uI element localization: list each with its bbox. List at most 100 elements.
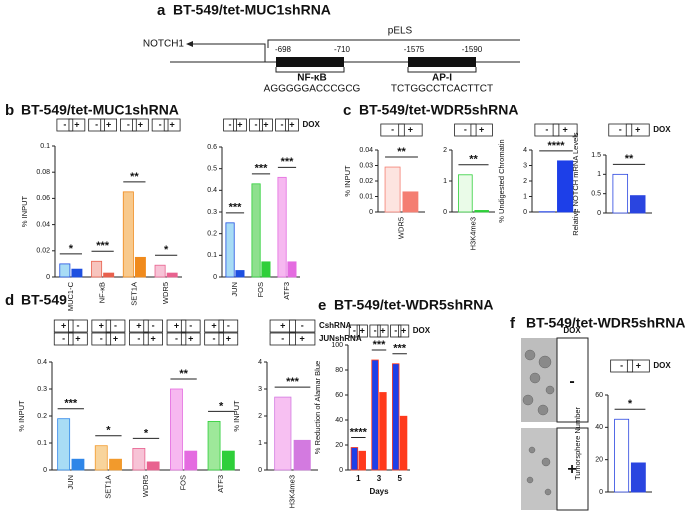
header-cell bbox=[166, 319, 187, 333]
header-label: JUNshRNA bbox=[319, 334, 362, 343]
y-tick-label: 0.2 bbox=[207, 231, 217, 238]
header-sign: + bbox=[263, 119, 268, 129]
y-tick-label: 0.6 bbox=[207, 144, 217, 151]
y-tick-label: 4 bbox=[258, 359, 262, 366]
header-sign: - bbox=[281, 119, 284, 129]
y-tick-label: 20 bbox=[595, 457, 603, 464]
bar bbox=[225, 222, 235, 278]
bar bbox=[358, 450, 366, 471]
y-tick-label: 0.04 bbox=[359, 147, 373, 154]
sig-label: ** bbox=[397, 146, 406, 158]
bar bbox=[261, 261, 271, 278]
header-sign: - bbox=[229, 119, 232, 129]
x-tick-label: FOS bbox=[256, 282, 265, 297]
site-sequence: TCTGGCCTCACTTCT bbox=[391, 84, 493, 95]
header-sign: - bbox=[100, 333, 103, 343]
sig-label: *** bbox=[229, 202, 243, 214]
header-cell bbox=[348, 324, 360, 338]
sig-label: ** bbox=[179, 368, 188, 380]
y-tick-label: 60 bbox=[335, 392, 343, 399]
header-sign: + bbox=[211, 320, 216, 330]
y-tick-label: 1 bbox=[523, 193, 527, 200]
x-tick-label: SET1A bbox=[129, 282, 138, 306]
header-sign: - bbox=[620, 360, 623, 370]
tss-arrow bbox=[192, 43, 266, 62]
bar bbox=[287, 261, 297, 278]
bar bbox=[379, 392, 387, 471]
y-axis-label: % Reduction of Alamar Blue bbox=[313, 361, 322, 454]
bar-chart: 0 1 2 ** H3K4me3 - + bbox=[443, 123, 495, 250]
bar bbox=[235, 270, 245, 278]
bar bbox=[132, 447, 146, 471]
header-cell bbox=[626, 359, 650, 373]
y-tick-label: 0.02 bbox=[359, 178, 373, 185]
header-cell bbox=[204, 319, 224, 333]
bar bbox=[293, 439, 311, 471]
header-sign: - bbox=[137, 333, 140, 343]
header-cell bbox=[398, 123, 423, 137]
bar bbox=[122, 191, 134, 278]
bar bbox=[402, 191, 419, 213]
header-sign: + bbox=[113, 333, 118, 343]
y-axis-label: % Undigested Chromatin bbox=[497, 139, 506, 222]
y-tick-label: 0.02 bbox=[36, 248, 50, 255]
header-cell bbox=[143, 319, 163, 333]
header-sign: + bbox=[138, 119, 143, 129]
bar-chart: 0 20 40 60 80 100 % Reduction of Alamar Blue Da… bbox=[313, 324, 431, 496]
header-cell bbox=[259, 118, 273, 132]
x-tick-label: ATF3 bbox=[282, 282, 291, 300]
site-name: AP-I bbox=[432, 73, 452, 84]
x-tick-label: ATF3 bbox=[216, 475, 225, 493]
header-sign: + bbox=[300, 333, 305, 343]
header-sign: - bbox=[281, 333, 284, 343]
y-tick-label: 1 bbox=[258, 440, 262, 447]
header-sign: - bbox=[62, 333, 65, 343]
header-cell bbox=[356, 324, 368, 338]
bar bbox=[166, 272, 178, 278]
y-tick-label: 0 bbox=[339, 467, 343, 474]
header-cell bbox=[610, 359, 634, 373]
header-cell bbox=[166, 332, 187, 346]
x-tick-label: WDR5 bbox=[396, 217, 405, 239]
header-sign: + bbox=[136, 320, 141, 330]
header-sign: + bbox=[636, 360, 641, 370]
sig-label: * bbox=[106, 425, 111, 437]
header-cell bbox=[552, 123, 578, 137]
y-tick-label: 0.2 bbox=[37, 413, 47, 420]
header-sign: + bbox=[106, 119, 111, 129]
header-cell bbox=[470, 123, 493, 137]
bar bbox=[557, 160, 574, 213]
bar bbox=[109, 458, 122, 471]
bar bbox=[614, 418, 630, 493]
panel-title: BT-549/tet-WDR5shRNA bbox=[359, 102, 518, 118]
header-cell bbox=[68, 319, 88, 333]
panel-title: BT-549/tet-WDR5shRNA bbox=[334, 297, 493, 313]
header-sign: + bbox=[479, 124, 484, 134]
y-tick-label: 60 bbox=[595, 392, 603, 399]
header-sign: + bbox=[360, 325, 365, 335]
header-sign: - bbox=[95, 119, 98, 129]
bar bbox=[207, 420, 221, 471]
sig-label: **** bbox=[350, 426, 368, 438]
site-end: -710 bbox=[334, 45, 351, 54]
panel-title: BT-549/tet-WDR5shRNA bbox=[526, 315, 685, 331]
header-sign: + bbox=[380, 325, 385, 335]
bar-chart: 0 20 40 60 Tumorsphere Number * - + DOX bbox=[573, 359, 671, 496]
y-tick-label: 1 bbox=[443, 178, 447, 185]
header-cell bbox=[56, 118, 74, 132]
site-sequence: AGGGGGACCCGCG bbox=[264, 84, 361, 95]
bar bbox=[399, 415, 408, 471]
y-tick-label: 0.4 bbox=[207, 187, 217, 194]
y-tick-label: 4 bbox=[523, 147, 527, 154]
x-axis-label: Days bbox=[369, 487, 389, 496]
header-cell bbox=[625, 123, 650, 137]
sig-label: ** bbox=[625, 153, 634, 165]
header-sign: + bbox=[61, 320, 66, 330]
panel-letter: c bbox=[343, 102, 351, 119]
bar bbox=[350, 447, 359, 471]
y-tick-label: 0.5 bbox=[207, 166, 217, 173]
header-cell bbox=[289, 319, 316, 333]
y-tick-label: 0.01 bbox=[359, 193, 373, 200]
bar bbox=[274, 396, 292, 471]
